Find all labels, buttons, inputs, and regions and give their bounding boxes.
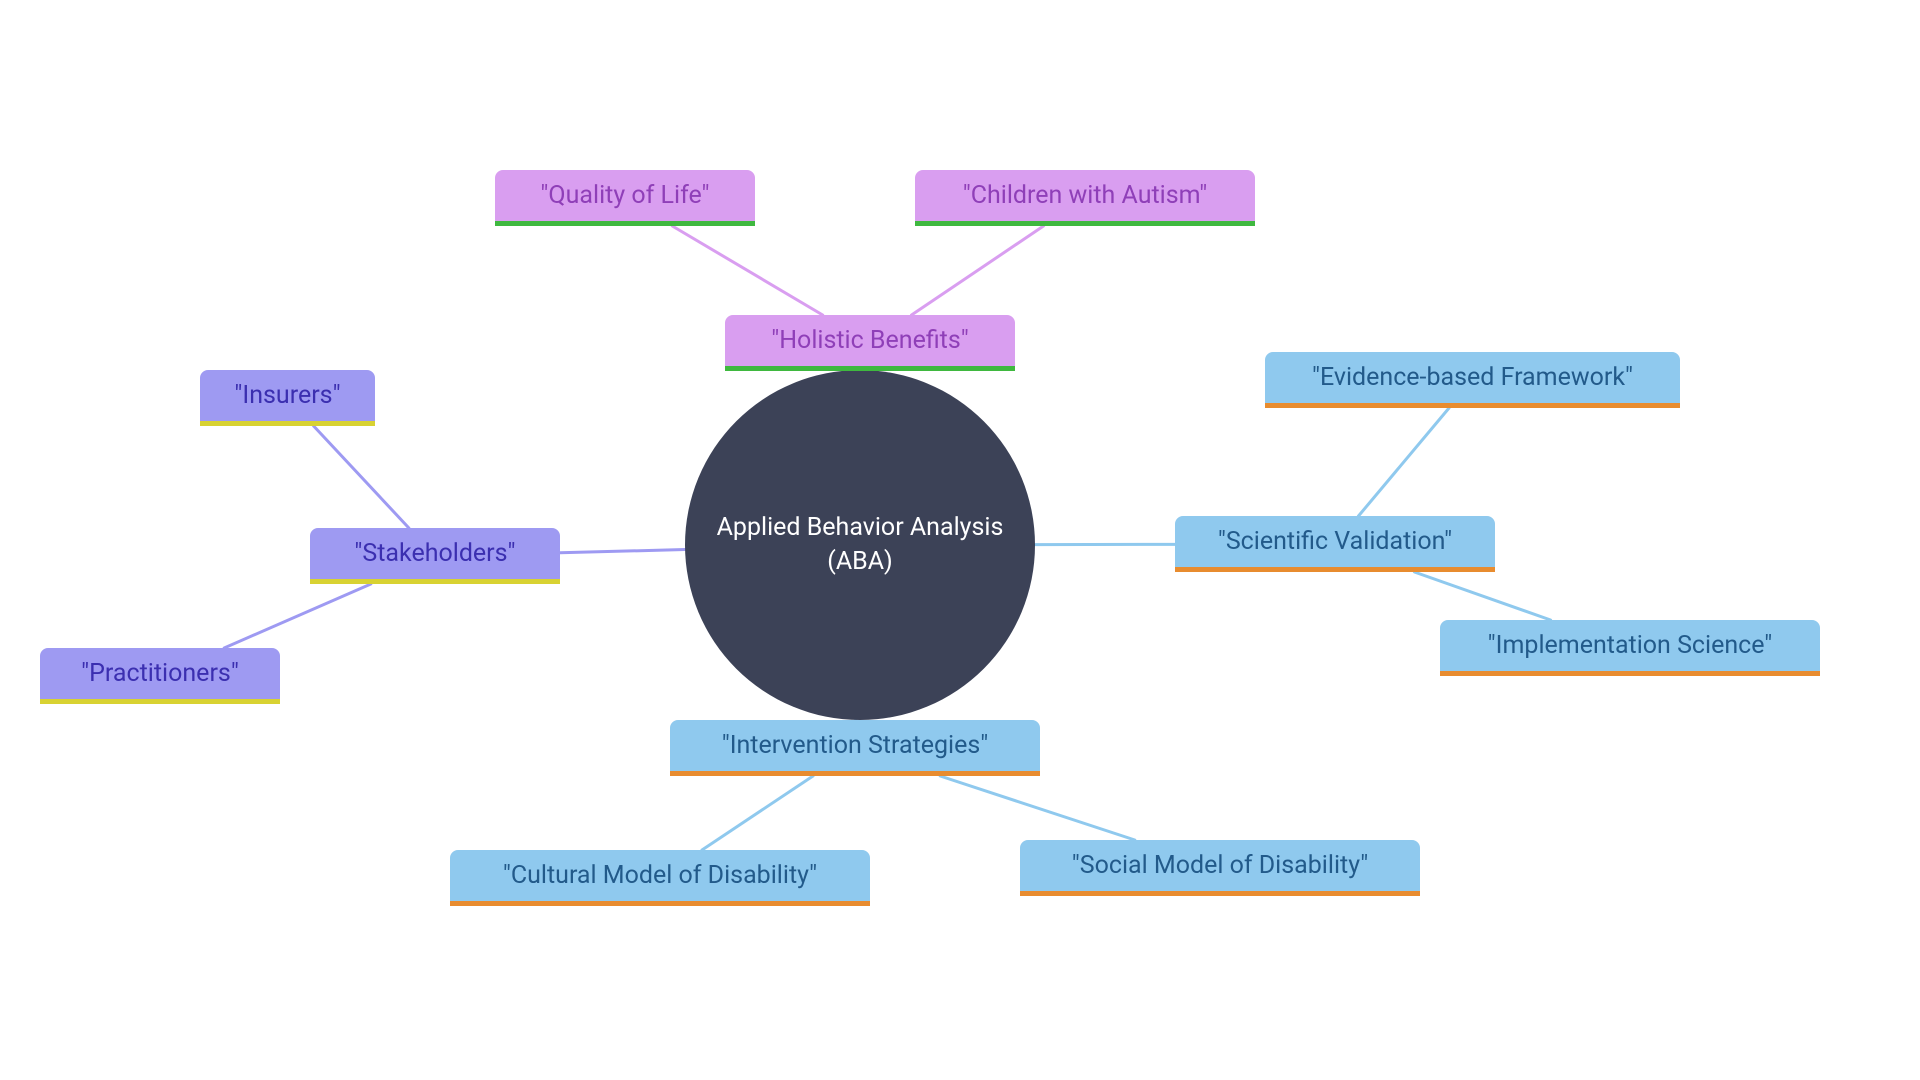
edge-intstrat-culture — [702, 776, 813, 850]
node-label: "Cultural Model of Disability" — [503, 861, 817, 890]
center-node: Applied Behavior Analysis (ABA) — [685, 370, 1035, 720]
node-label: "Holistic Benefits" — [771, 326, 969, 355]
node-intstrat: "Intervention Strategies" — [670, 720, 1040, 776]
node-evframe: "Evidence-based Framework" — [1265, 352, 1680, 408]
node-label: "Children with Autism" — [963, 181, 1208, 210]
node-label: "Scientific Validation" — [1218, 527, 1452, 556]
node-label: "Insurers" — [234, 381, 340, 410]
node-scival: "Scientific Validation" — [1175, 516, 1495, 572]
edge-stakeholders-practitioners — [224, 584, 371, 648]
node-label: "Quality of Life" — [540, 181, 709, 210]
node-culture: "Cultural Model of Disability" — [450, 850, 870, 906]
edge-scival-implsci — [1414, 572, 1550, 620]
center-node-label: Applied Behavior Analysis (ABA) — [717, 511, 1004, 579]
node-label: "Implementation Science" — [1488, 631, 1773, 660]
node-social: "Social Model of Disability" — [1020, 840, 1420, 896]
node-implsci: "Implementation Science" — [1440, 620, 1820, 676]
edge-holistic-quality — [672, 226, 822, 315]
edge-center-stakeholders — [560, 550, 685, 553]
node-label: "Practitioners" — [81, 659, 239, 688]
node-holistic: "Holistic Benefits" — [725, 315, 1015, 371]
node-stakeholders: "Stakeholders" — [310, 528, 560, 584]
edge-scival-evframe — [1358, 408, 1449, 516]
node-label: "Social Model of Disability" — [1072, 851, 1368, 880]
mindmap-canvas: Applied Behavior Analysis (ABA) "Stakehol… — [0, 0, 1920, 1080]
edge-intstrat-social — [940, 776, 1135, 840]
edge-stakeholders-insurers — [314, 426, 409, 528]
node-quality: "Quality of Life" — [495, 170, 755, 226]
node-insurers: "Insurers" — [200, 370, 375, 426]
node-label: "Stakeholders" — [354, 539, 515, 568]
node-label: "Intervention Strategies" — [722, 731, 989, 760]
node-children: "Children with Autism" — [915, 170, 1255, 226]
edge-holistic-children — [912, 226, 1044, 315]
node-label: "Evidence-based Framework" — [1312, 363, 1633, 392]
node-practitioners: "Practitioners" — [40, 648, 280, 704]
